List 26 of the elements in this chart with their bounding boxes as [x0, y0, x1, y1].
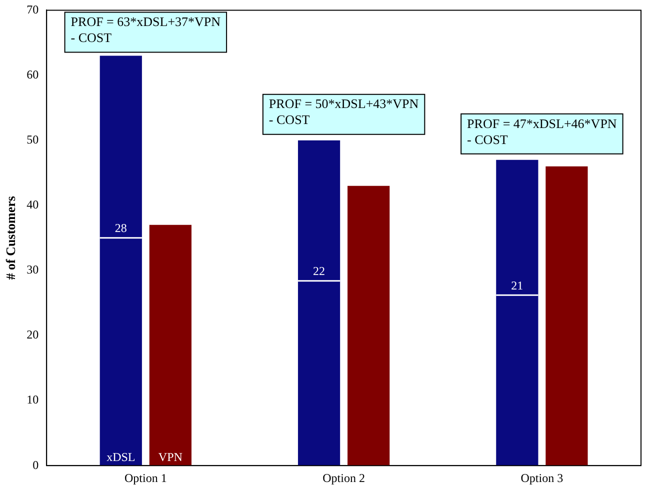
series-label: VPN: [158, 450, 183, 464]
annotation: 21: [511, 278, 524, 292]
annotation: PROF = 47*xDSL+46*VPN - COST: [467, 116, 618, 147]
y-axis-title: # of Customers: [3, 196, 18, 280]
y-tick-label: 30: [26, 262, 39, 277]
bar: [348, 186, 390, 466]
x-tick-label: Option 3: [520, 470, 564, 485]
y-tick-label: 0: [32, 458, 39, 472]
bar: [100, 56, 142, 466]
bar: [496, 160, 538, 466]
bar: [149, 224, 192, 466]
bar: [298, 140, 340, 466]
y-tick-label: 50: [26, 132, 39, 146]
y-tick-label: 40: [26, 198, 39, 212]
y-tick-label: 60: [26, 67, 39, 82]
annotation: PROF = 63*xDSL+37*VPN - COST: [70, 14, 222, 46]
series-label: xDSL: [106, 450, 136, 464]
annotation: 28: [114, 221, 127, 236]
y-tick-label: 70: [26, 2, 39, 16]
annotation: PROF = 50*xDSL+43*VPN - COST: [268, 96, 420, 128]
y-tick-label: 20: [26, 328, 39, 342]
y-tick-label: 10: [26, 392, 39, 407]
x-tick-label: Option 2: [322, 470, 365, 485]
x-tick-label: Option 1: [124, 470, 167, 485]
bar: [546, 166, 588, 466]
annotation: 22: [313, 264, 326, 278]
